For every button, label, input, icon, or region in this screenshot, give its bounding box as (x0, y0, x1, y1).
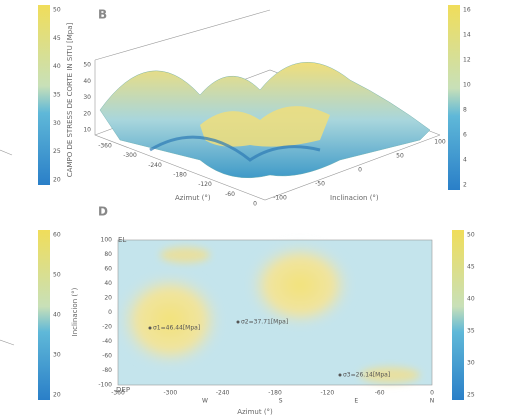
x-tick: -120 (321, 390, 335, 397)
corner-label: DEP (116, 386, 130, 394)
colorbar-tick: 40 (467, 296, 475, 303)
y-tick: 0 (108, 309, 112, 316)
y-tick: -60 (102, 353, 112, 360)
y-tick: -50 (315, 181, 325, 188)
edge (0, 339, 15, 346)
direction-label: S (279, 398, 283, 405)
x-tick: -240 (216, 390, 230, 397)
x-tick: -300 (123, 152, 137, 159)
point (236, 320, 240, 324)
y-tick: 100 (434, 139, 446, 146)
colorbar-tick: 40 (53, 63, 61, 70)
direction-label: W (202, 398, 208, 405)
colorbar-tick: 10 (463, 82, 471, 89)
x-label: Azimut (°) (237, 408, 273, 416)
x-tick: -180 (173, 172, 187, 179)
y-tick: 0 (358, 167, 362, 174)
colorbar-tick: 35 (53, 92, 61, 99)
colorbar-tick: 30 (53, 352, 61, 359)
colorbar-tick: 8 (463, 107, 467, 114)
x-tick: -360 (111, 390, 125, 397)
corner-label: EL (118, 236, 126, 244)
point (148, 326, 152, 330)
colorbar (38, 230, 50, 400)
x-tick: -60 (375, 390, 385, 397)
z-tick: 20 (83, 110, 91, 117)
y-label: Inclinacion (°) (71, 287, 79, 336)
edge (0, 149, 13, 156)
colorbar-tick: 25 (53, 148, 61, 155)
colorbar-tick: 12 (463, 57, 471, 64)
y-tick: 50 (396, 153, 404, 160)
annotation: σ3=26.14[Mpa] (343, 372, 390, 379)
colorbar-tick: 50 (53, 7, 61, 14)
y-tick: -20 (102, 324, 112, 331)
panel-label: D (98, 205, 108, 219)
point (338, 373, 342, 377)
high-zone (360, 367, 420, 383)
z-tick: 40 (83, 78, 91, 85)
map-frame (117, 239, 433, 386)
colorbar-tick: 45 (467, 264, 475, 271)
y-tick: 20 (104, 295, 112, 302)
y-label: Inclinacion (°) (330, 194, 379, 202)
y-tick: 100 (101, 237, 113, 244)
colorbar (38, 5, 50, 185)
high-zone (115, 270, 225, 370)
direction-label: E (354, 398, 358, 405)
y-tick: -100 (98, 382, 112, 389)
colorbar-tick: 16 (463, 7, 471, 14)
colorbar-tick: 20 (53, 392, 61, 399)
colorbar-tick: 30 (53, 120, 61, 127)
x-label: Azimut (°) (175, 194, 211, 202)
y-tick: 60 (104, 266, 112, 273)
colorbar-tick: 50 (467, 232, 475, 239)
colorbar-tick: 60 (53, 232, 61, 239)
high-zone (160, 247, 210, 263)
surface-peak (200, 106, 330, 147)
y-tick: 80 (104, 251, 112, 258)
direction-label: N (430, 398, 435, 405)
annotation: σ1=46.44[Mpa] (153, 325, 200, 332)
colorbar-tick: 35 (467, 328, 475, 335)
x-tick: 0 (253, 201, 257, 208)
annotation: σ2=37.71[Mpa] (241, 319, 288, 326)
colorbar-tick: 50 (53, 272, 61, 279)
colorbar-tick: 2 (463, 182, 467, 189)
colorbar-tick: 30 (467, 360, 475, 367)
colorbar-tick: 45 (53, 35, 61, 42)
x-tick: -300 (164, 390, 178, 397)
y-tick: -40 (102, 338, 112, 345)
y-tick: -80 (102, 367, 112, 374)
colorbar-tick: 25 (467, 392, 475, 399)
z-tick: 10 (83, 127, 91, 134)
colorbar-tick: 6 (463, 132, 467, 139)
y-tick: 40 (104, 280, 112, 287)
z-label: CAMPO DE STRESS DE CORTE IN SITU [Mpa] (66, 23, 74, 178)
x-tick: -120 (198, 181, 212, 188)
high-zone (245, 240, 355, 330)
panel-label: B (98, 8, 107, 22)
x-tick: -360 (98, 143, 112, 150)
colorbar-tick: 4 (463, 157, 467, 164)
colorbar (452, 230, 464, 400)
colorbar-tick: 14 (463, 32, 471, 39)
z-tick: 50 (83, 62, 91, 69)
surface-valley (149, 135, 321, 162)
x-tick: -180 (268, 390, 282, 397)
x-tick: -60 (225, 191, 235, 198)
y-tick: -100 (273, 195, 287, 202)
colorbar-tick: 20 (53, 177, 61, 184)
colorbar-tick: 40 (53, 312, 61, 319)
x-tick: 0 (430, 390, 434, 397)
colorbar (448, 5, 460, 190)
x-tick: -240 (148, 162, 162, 169)
z-tick: 30 (83, 94, 91, 101)
